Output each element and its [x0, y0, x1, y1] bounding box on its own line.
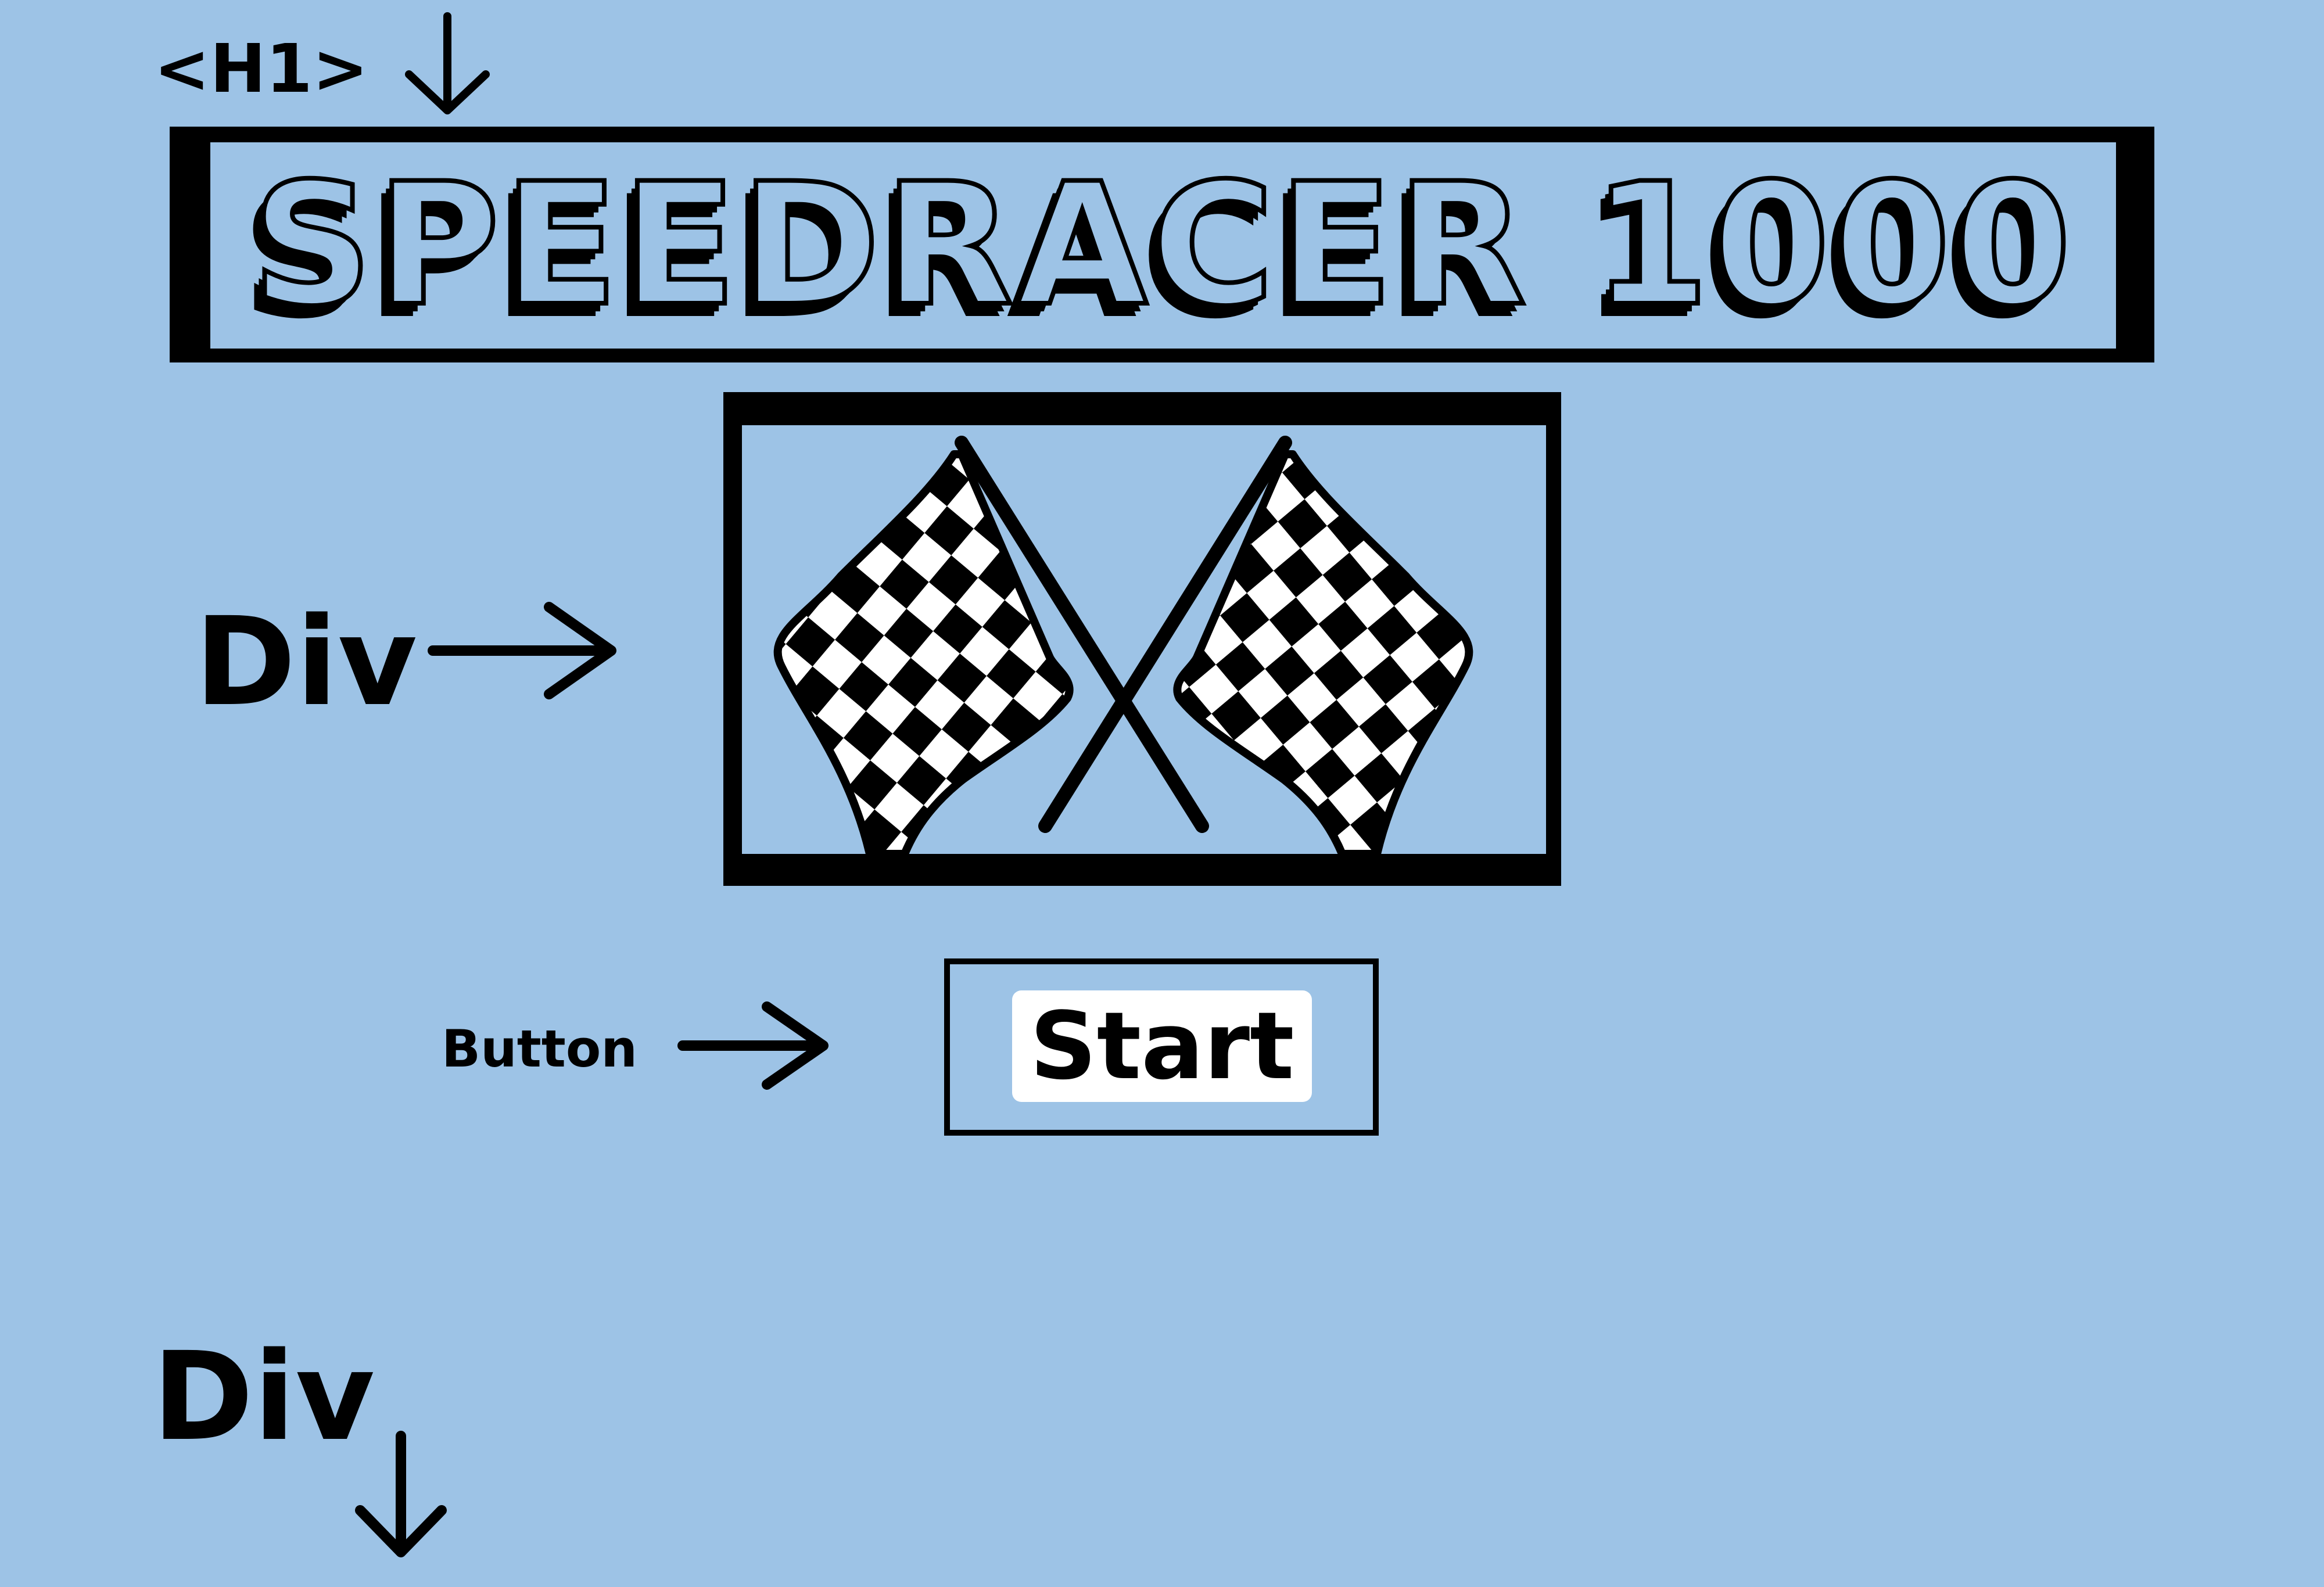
- checkered-flags-icon: [773, 436, 1473, 854]
- h1-annotation-label: <H1>: [154, 30, 368, 108]
- arrow-down-icon: [405, 12, 490, 114]
- arrow-right-icon: [428, 602, 616, 699]
- arrow-down-icon: [355, 1431, 447, 1557]
- page-title: SPEEDRACER 1000: [249, 145, 2075, 346]
- div-annotation-label: Div: [195, 591, 418, 733]
- arrow-right-icon: [677, 1001, 829, 1090]
- button-annotation-label: Button: [442, 1019, 637, 1079]
- div-annotation-label: Div: [152, 1326, 375, 1468]
- start-button[interactable]: Start: [1012, 990, 1312, 1102]
- title-panel: [210, 142, 2116, 349]
- button-frame: [944, 958, 1379, 1136]
